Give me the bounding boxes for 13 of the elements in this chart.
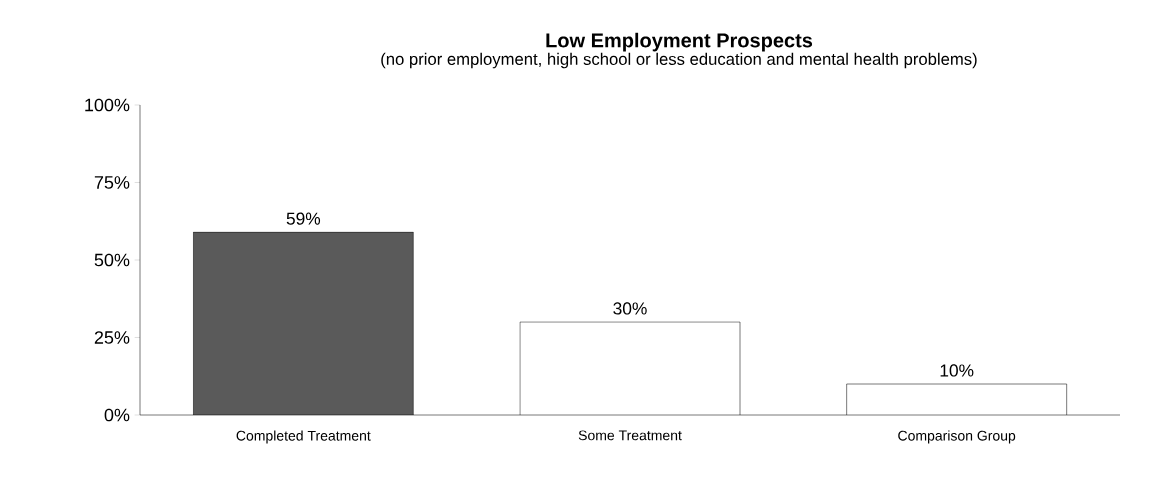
y-tick-label: 0% (104, 408, 130, 422)
y-tick-label: 100% (85, 98, 130, 112)
chart-subtitle: (no prior employment, high school or less education and mental health problems) (381, 52, 977, 69)
data-label: 30% (613, 302, 647, 315)
data-label: 10% (940, 364, 974, 377)
x-tick-label: Comparison Group (898, 430, 1016, 444)
chart-title: Low Employment Prospects (546, 32, 813, 52)
x-tick-label: Some Treatment (578, 430, 682, 441)
y-tick-label: 50% (94, 253, 130, 267)
x-tick-label: Completed Treatment (236, 430, 371, 444)
y-tick-label: 25% (94, 331, 130, 344)
data-label: 59% (286, 212, 321, 225)
y-tick-label: 75% (94, 176, 130, 189)
